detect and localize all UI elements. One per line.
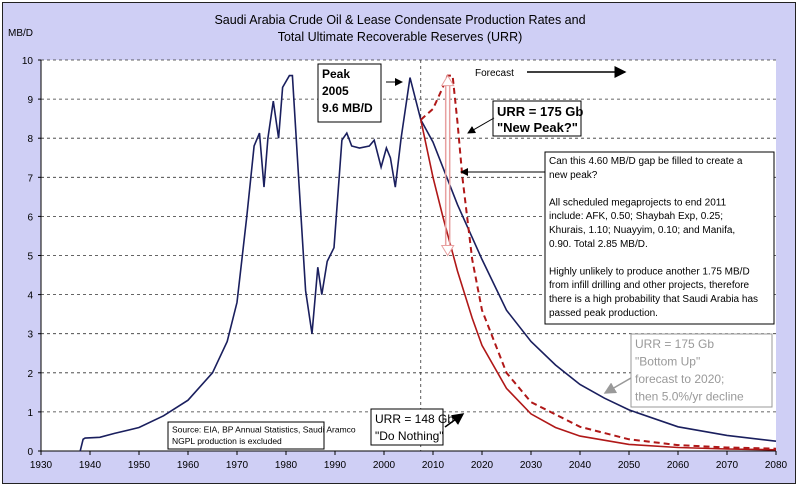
peak-annotation-text: 9.6 MB/D	[322, 101, 373, 115]
y-tick-label: 2	[27, 369, 33, 380]
source-note-text: Source: EIA, BP Annual Statistics, Saudi…	[172, 425, 356, 435]
gap-annotation-text: Highly unlikely to produce another 1.75 …	[549, 266, 750, 277]
gap-annotation-text: include: AFK, 0.50; Shaybah Exp, 0.25;	[549, 211, 723, 222]
chart-title-line1: Saudi Arabia Crude Oil & Lease Condensat…	[214, 13, 585, 27]
y-tick-label: 3	[27, 330, 33, 341]
x-tick-label: 1930	[30, 460, 53, 471]
new-peak-arrow	[467, 117, 495, 134]
y-axis-label: MB/D	[8, 28, 33, 39]
bottom-up-annotation-text: forecast to 2020;	[635, 372, 724, 386]
new-peak-annotation-text: "New Peak?"	[497, 120, 578, 135]
x-tick-label: 1950	[128, 460, 151, 471]
y-tick-label: 6	[27, 212, 33, 223]
new-peak-annotation-box	[492, 100, 582, 137]
x-tick-label: 2010	[422, 460, 445, 471]
gap-annotation-text: Can this 4.60 MB/D gap be filled to crea…	[549, 156, 743, 167]
gap-annotation-text: new peak?	[549, 170, 598, 181]
gap-arrow-head-up	[440, 74, 455, 87]
bottom-up-annotation-box	[630, 333, 773, 408]
do-nothing-annotation-text: "Do Nothing"	[375, 429, 444, 443]
peak-annotation-box	[317, 63, 382, 123]
new-peak-annotation-text: URR = 175 Gb	[497, 104, 583, 119]
x-tick-label: 1990	[324, 460, 347, 471]
y-tick-label: 1	[27, 408, 33, 419]
y-tick-label: 10	[22, 56, 34, 67]
gap-annotation-text: 0.90. Total 2.85 MB/D.	[549, 239, 648, 250]
gap-annotation-text: All scheduled megaprojects to end 2011	[549, 197, 727, 208]
x-tick-label: 1960	[177, 460, 200, 471]
peak-annotation-text: 2005	[322, 84, 349, 98]
x-tick-label: 2040	[569, 460, 592, 471]
y-tick-label: 7	[27, 173, 33, 184]
gap-annotation-text: from infill drilling and other projects,…	[549, 280, 750, 291]
chart-title-line2: Total Ultimate Recoverable Reserves (URR…	[278, 30, 523, 44]
y-tick-label: 5	[27, 252, 33, 263]
source-note-text: NGPL production is excluded	[172, 436, 282, 446]
do-nothing-arrow	[444, 413, 465, 428]
bottom-up-annotation-text: "Bottom Up"	[635, 355, 700, 369]
bottom-up-annotation-text: URR = 175 Gb	[635, 337, 714, 351]
y-tick-label: 0	[27, 447, 33, 458]
gap-annotation-box	[544, 151, 775, 325]
x-tick-label: 2020	[471, 460, 494, 471]
do-nothing-annotation-text: URR = 148 Gb	[375, 412, 454, 426]
y-tick-label: 8	[27, 134, 33, 145]
x-tick-label: 2060	[667, 460, 690, 471]
source-note-box	[167, 421, 325, 450]
x-tick-label: 1970	[226, 460, 249, 471]
x-tick-label: 2030	[520, 460, 543, 471]
y-tick-label: 9	[27, 95, 33, 106]
x-tick-label: 2070	[716, 460, 739, 471]
forecast-label: Forecast	[475, 68, 514, 79]
gap-annotation-text: Khurais, 1.10; Nuayyim, 0.10; and Manifa…	[549, 225, 735, 236]
x-tick-label: 2000	[373, 460, 396, 471]
peak-annotation-text: Peak	[322, 67, 350, 81]
gap-arrow-head-down	[440, 245, 455, 257]
series-line-bottom-up	[420, 119, 777, 442]
x-tick-label: 1980	[275, 460, 298, 471]
gap-annotation-text: there is a high probability that Saudi A…	[549, 294, 758, 305]
do-nothing-annotation-box	[370, 408, 444, 446]
bottom-up-annotation-text: then 5.0%/yr decline	[635, 390, 744, 404]
x-tick-label: 2050	[618, 460, 641, 471]
gap-annotation-text: passed peak production.	[549, 308, 658, 319]
x-tick-label: 1940	[79, 460, 102, 471]
series-line-historical	[79, 74, 422, 452]
y-tick-label: 4	[27, 291, 33, 302]
bottom-up-arrow	[603, 377, 632, 394]
x-tick-label: 2080	[765, 460, 788, 471]
